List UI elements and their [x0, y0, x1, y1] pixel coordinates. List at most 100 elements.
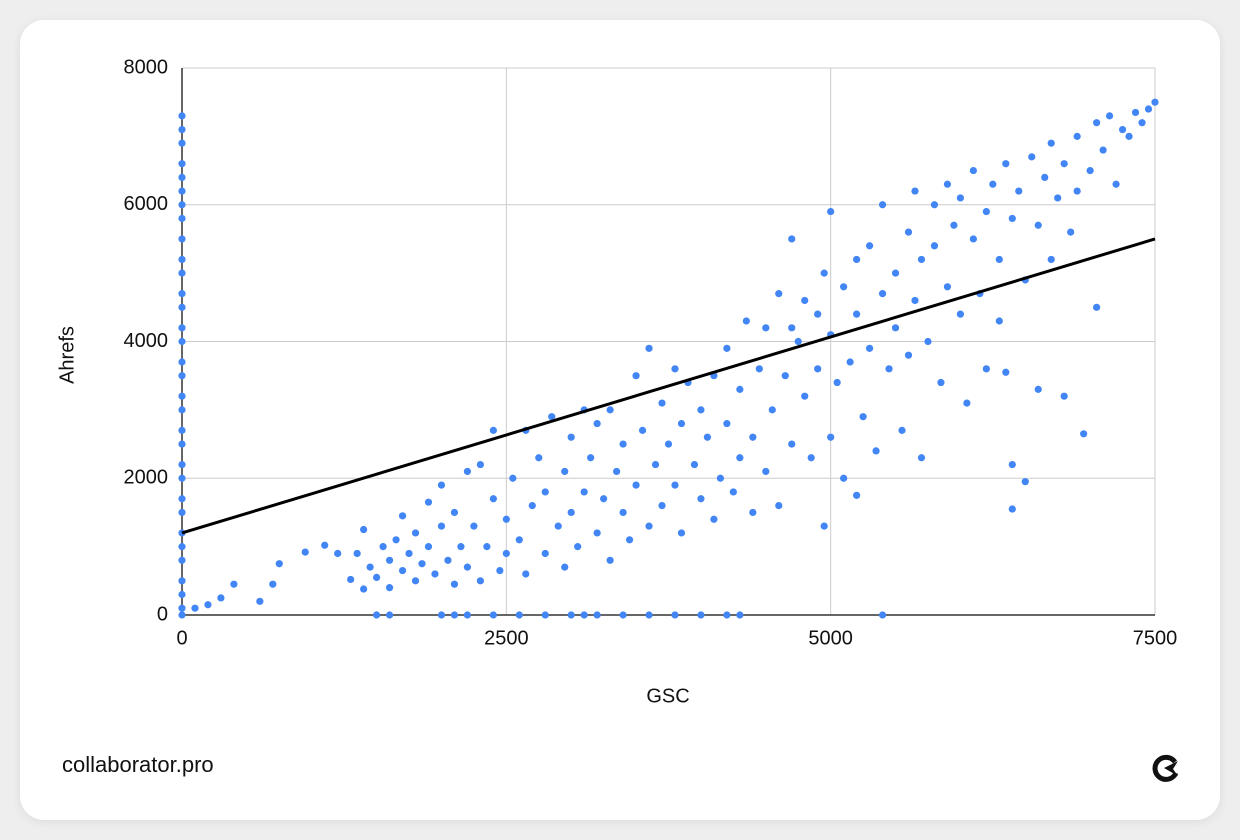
- point: [1118, 125, 1127, 134]
- point: [301, 548, 309, 556]
- point: [457, 543, 465, 551]
- logo-arrow: [1164, 761, 1178, 776]
- point: [671, 481, 679, 489]
- point: [489, 611, 497, 619]
- point: [392, 536, 400, 544]
- point: [541, 611, 549, 619]
- point: [723, 344, 731, 352]
- point: [593, 419, 601, 428]
- point: [269, 580, 277, 588]
- point: [541, 488, 549, 496]
- point: [781, 372, 789, 380]
- point: [1093, 303, 1101, 311]
- point: [697, 611, 705, 619]
- point: [554, 522, 562, 530]
- point: [729, 488, 737, 496]
- footer-brand: collaborator.pro: [62, 752, 214, 777]
- point: [580, 488, 588, 496]
- point: [619, 611, 627, 619]
- point: [749, 433, 757, 441]
- point: [450, 508, 459, 517]
- point: [775, 502, 783, 510]
- point: [911, 296, 919, 305]
- point: [1138, 119, 1146, 127]
- point: [1034, 221, 1042, 229]
- x-axis-label: GSC: [646, 685, 689, 707]
- point: [1073, 132, 1081, 140]
- point: [995, 317, 1003, 325]
- point: [1099, 146, 1107, 154]
- point: [807, 454, 815, 462]
- point: [360, 525, 368, 534]
- point: [567, 433, 575, 441]
- point: [891, 324, 900, 332]
- point: [528, 502, 536, 510]
- point: [1054, 194, 1062, 202]
- point: [178, 358, 186, 366]
- point: [645, 611, 653, 619]
- point: [398, 566, 407, 575]
- point: [178, 112, 186, 120]
- point: [827, 433, 835, 441]
- point: [1060, 160, 1068, 168]
- point: [385, 611, 394, 619]
- point: [1086, 166, 1094, 175]
- point: [969, 235, 977, 243]
- point: [548, 413, 556, 421]
- point: [347, 575, 355, 584]
- point: [853, 310, 861, 318]
- point: [697, 495, 705, 503]
- point: [840, 474, 848, 482]
- point: [846, 358, 854, 366]
- point: [178, 495, 186, 503]
- point: [606, 556, 614, 564]
- point: [865, 344, 874, 352]
- point: [613, 467, 621, 476]
- point: [677, 419, 686, 428]
- point: [930, 201, 939, 209]
- point: [411, 577, 420, 585]
- point: [658, 502, 666, 510]
- point: [749, 508, 757, 517]
- point: [321, 541, 329, 549]
- point: [1060, 392, 1068, 400]
- point: [677, 529, 686, 537]
- point: [515, 611, 523, 619]
- point: [671, 611, 679, 619]
- point: [1008, 214, 1016, 223]
- point: [256, 597, 264, 605]
- point: [178, 187, 186, 195]
- point: [217, 594, 225, 602]
- y-tick-label: 4000: [124, 330, 169, 352]
- point: [1080, 430, 1088, 438]
- point: [632, 372, 640, 380]
- point: [437, 481, 446, 489]
- point: [1112, 180, 1120, 188]
- point: [178, 508, 186, 517]
- point: [762, 467, 770, 476]
- point: [379, 543, 387, 551]
- point: [1002, 368, 1010, 376]
- y-axis-label: Ahrefs: [56, 326, 78, 384]
- point: [638, 426, 647, 434]
- point: [645, 344, 653, 352]
- point: [710, 515, 718, 523]
- point: [561, 563, 569, 571]
- point: [814, 310, 822, 318]
- point: [1131, 108, 1140, 117]
- point: [178, 324, 186, 332]
- point: [178, 474, 186, 482]
- point: [385, 556, 394, 564]
- point: [178, 173, 186, 181]
- point: [664, 440, 673, 448]
- point: [690, 460, 699, 469]
- point: [178, 125, 186, 134]
- point: [178, 392, 186, 400]
- point: [878, 611, 887, 619]
- point: [178, 556, 186, 564]
- point: [567, 611, 575, 619]
- point: [898, 426, 906, 434]
- y-tick-label: 2000: [124, 467, 169, 489]
- point: [736, 611, 744, 619]
- point: [178, 139, 186, 147]
